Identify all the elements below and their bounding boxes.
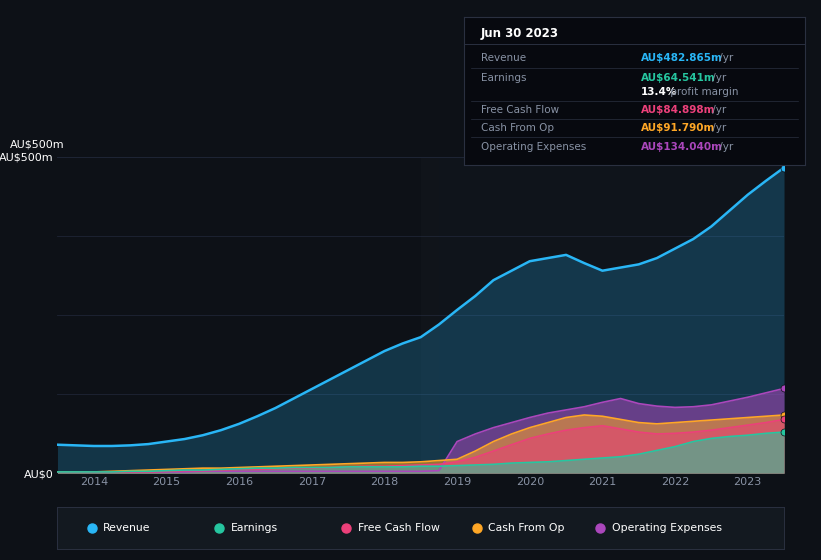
Text: Earnings: Earnings xyxy=(481,73,526,83)
Text: Cash From Op: Cash From Op xyxy=(488,523,565,533)
Text: Cash From Op: Cash From Op xyxy=(481,123,554,133)
Text: AU$500m: AU$500m xyxy=(10,139,65,149)
Text: /yr: /yr xyxy=(709,105,727,115)
Text: /yr: /yr xyxy=(709,73,727,83)
Text: Jun 30 2023: Jun 30 2023 xyxy=(481,27,559,40)
Text: AU$91.790m: AU$91.790m xyxy=(641,123,715,133)
Text: Revenue: Revenue xyxy=(103,523,151,533)
Bar xyxy=(420,157,439,473)
Text: Operating Expenses: Operating Expenses xyxy=(481,142,586,152)
Text: AU$64.541m: AU$64.541m xyxy=(641,73,716,83)
Text: Free Cash Flow: Free Cash Flow xyxy=(481,105,559,115)
Text: profit margin: profit margin xyxy=(667,87,738,97)
Text: AU$84.898m: AU$84.898m xyxy=(641,105,716,115)
Text: Free Cash Flow: Free Cash Flow xyxy=(358,523,439,533)
Text: Operating Expenses: Operating Expenses xyxy=(612,523,722,533)
Text: /yr: /yr xyxy=(716,53,733,63)
Text: AU$134.040m: AU$134.040m xyxy=(641,142,723,152)
Text: Earnings: Earnings xyxy=(231,523,277,533)
Bar xyxy=(439,157,784,473)
Text: 13.4%: 13.4% xyxy=(641,87,677,97)
Text: Revenue: Revenue xyxy=(481,53,526,63)
Text: AU$482.865m: AU$482.865m xyxy=(641,53,723,63)
Text: /yr: /yr xyxy=(716,142,733,152)
Text: /yr: /yr xyxy=(709,123,727,133)
